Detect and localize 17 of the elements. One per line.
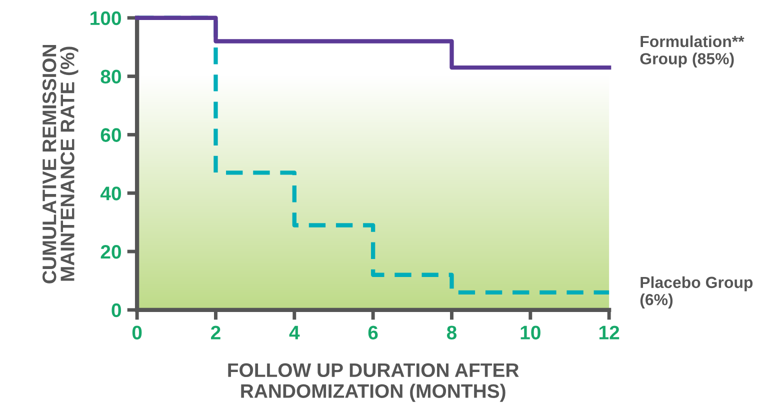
series-label: Placebo Group (6%) (640, 276, 753, 308)
x-axis-title: FOLLOW UP DURATION AFTER RANDOMIZATION (MONTHS) (228, 363, 519, 402)
y-tick-label: 40 (100, 186, 121, 200)
x-tick-label: 2 (210, 326, 220, 340)
x-tick-label: 8 (446, 326, 457, 340)
x-tick-label: 4 (289, 326, 300, 340)
y-tick-label: 0 (112, 303, 121, 318)
series-label: Formulation** Group (85%) (640, 35, 744, 68)
x-tick-label: 10 (520, 326, 540, 340)
y-axis-title: CUMULATIVE REMISSION MAINTENANCE RATE (%) (42, 44, 78, 284)
y-tick-label: 60 (100, 128, 121, 142)
y-tick-label: 80 (100, 70, 121, 84)
x-tick-label: 12 (599, 326, 620, 340)
y-tick-label: 100 (90, 11, 121, 26)
y-tick-label: 20 (100, 244, 121, 259)
x-tick-label: 6 (368, 326, 378, 340)
x-tick-label: 0 (132, 326, 142, 340)
